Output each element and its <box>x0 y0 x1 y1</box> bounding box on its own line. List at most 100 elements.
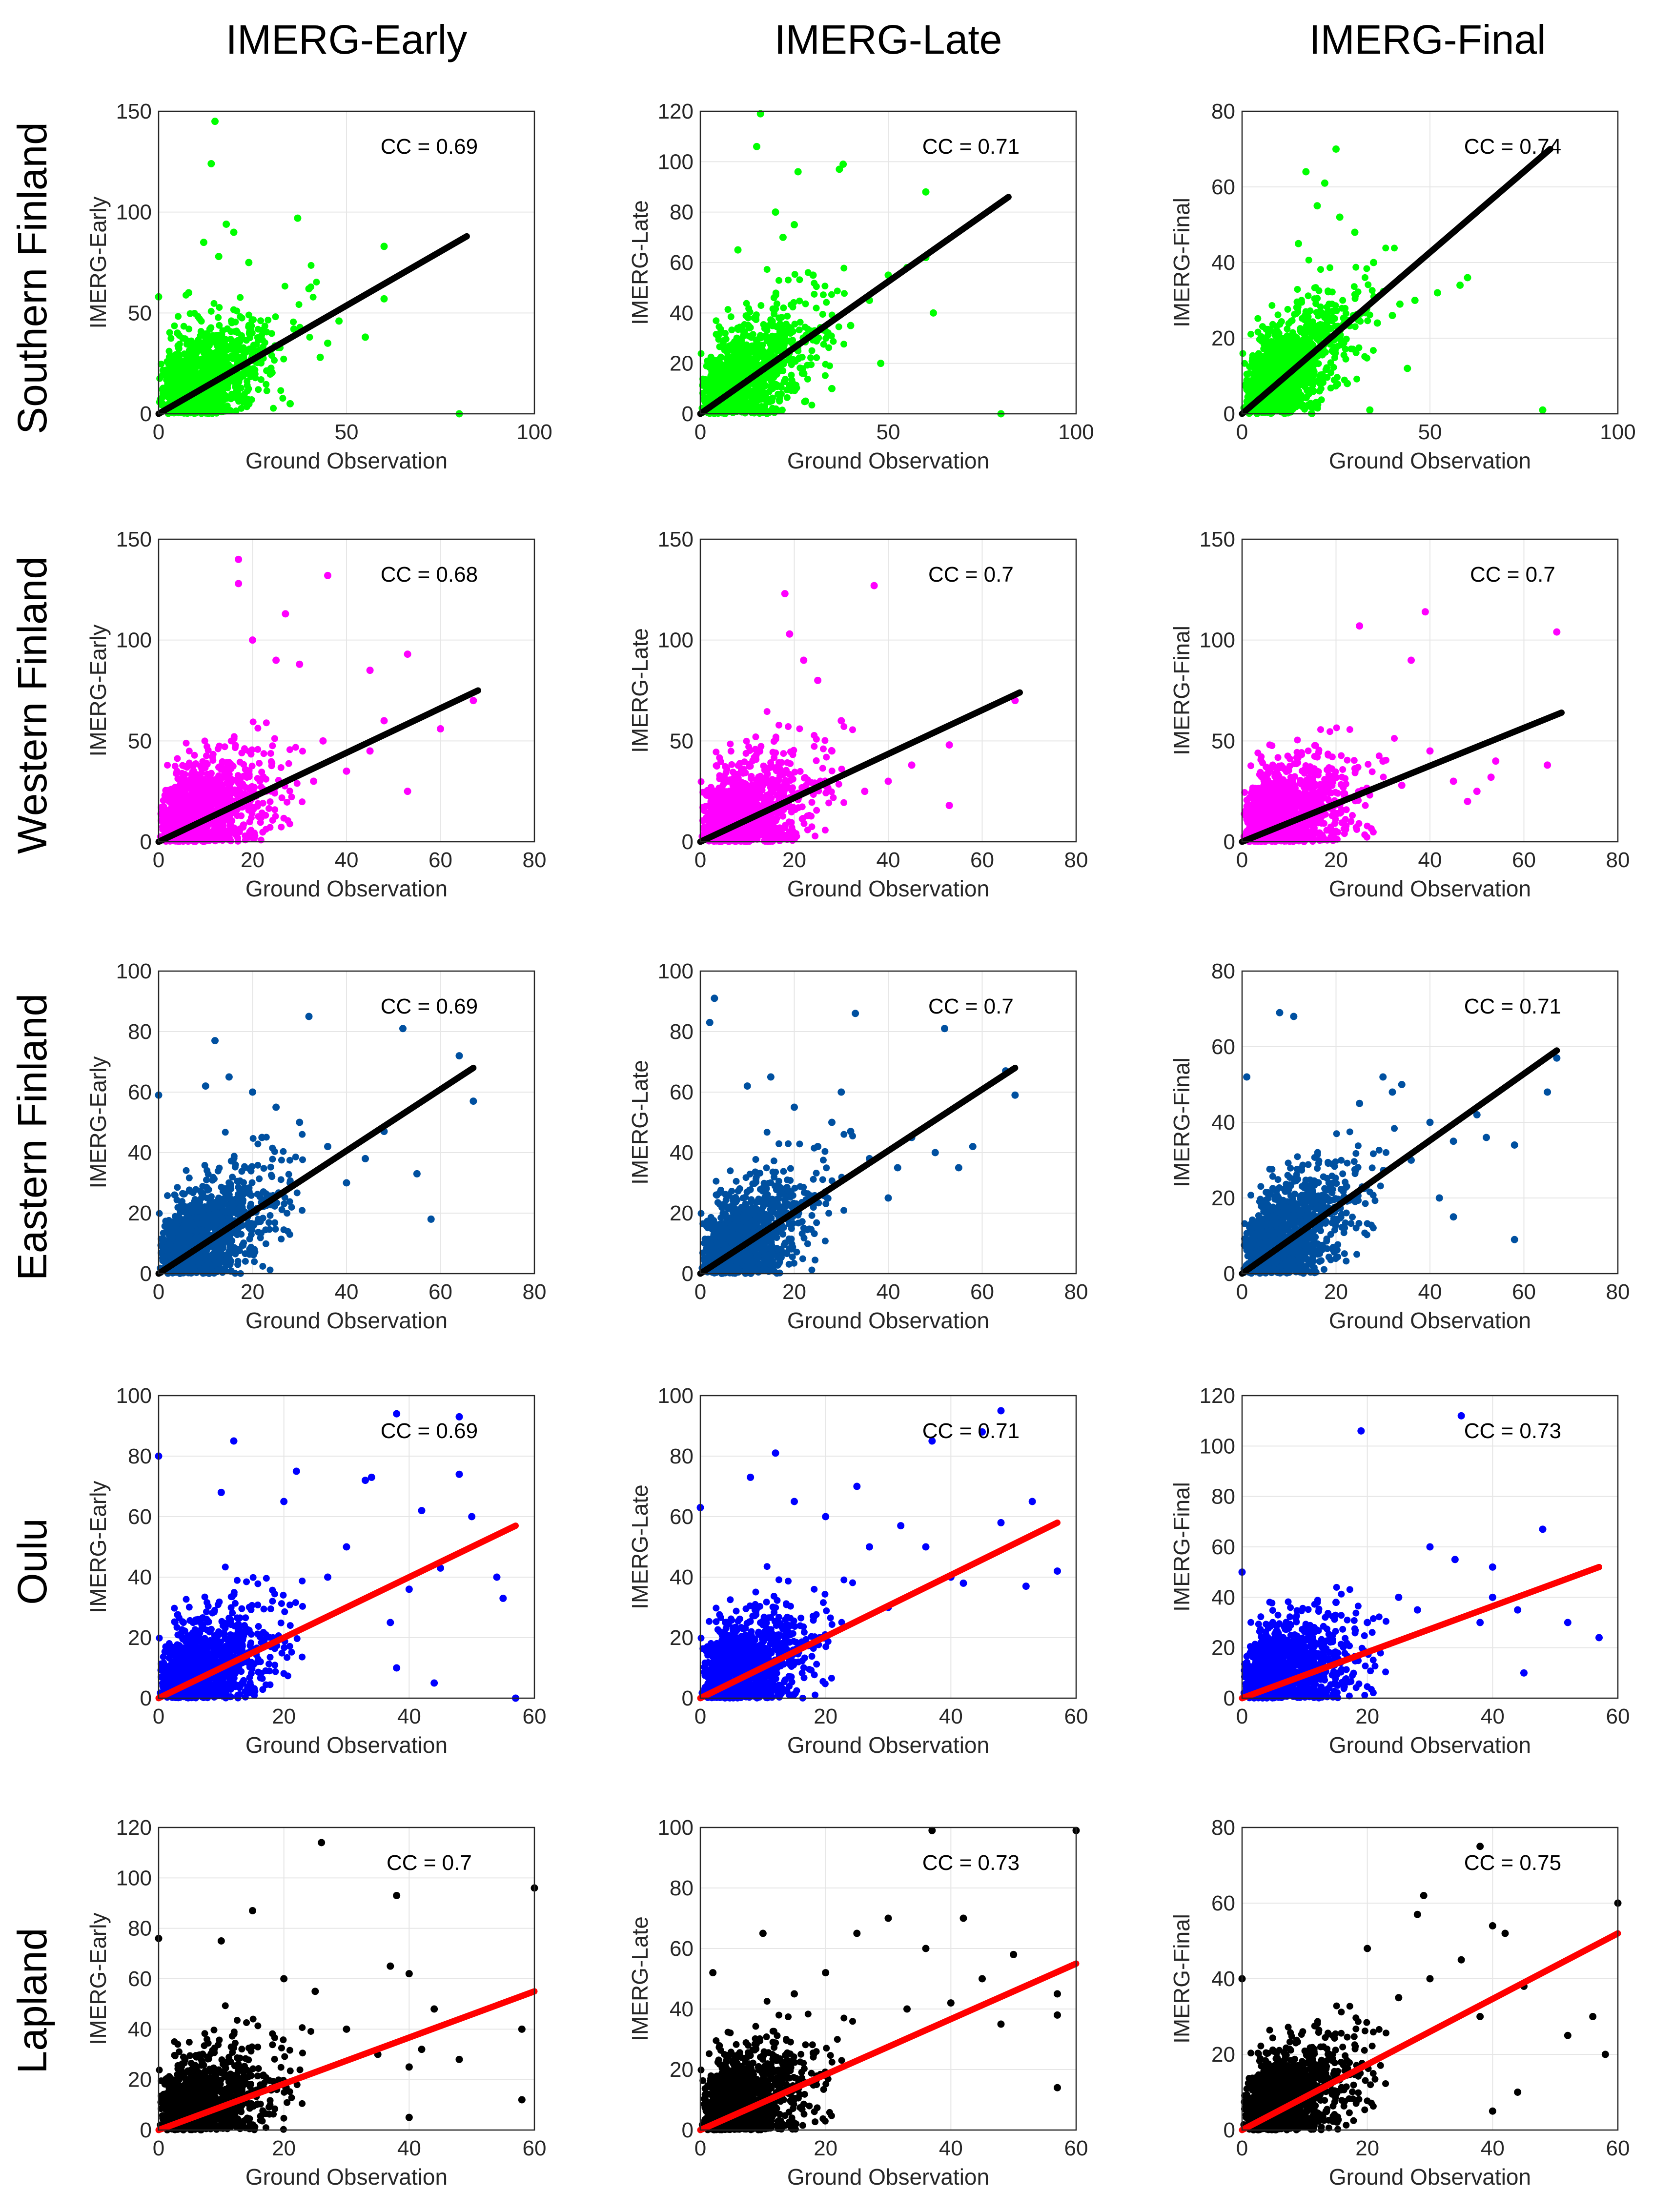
scatter-point <box>1309 365 1317 373</box>
scatter-point <box>216 322 223 329</box>
scatter-point <box>751 354 758 362</box>
scatter-point <box>227 336 234 343</box>
scatter-point <box>802 300 809 307</box>
scatter-point <box>732 403 739 410</box>
scatter-point <box>1322 366 1329 373</box>
scatter-point <box>183 367 190 374</box>
scatter-point <box>1353 375 1361 383</box>
scatter-point <box>196 374 204 381</box>
scatter-point <box>796 365 804 372</box>
scatter-point <box>213 795 220 802</box>
scatter-point <box>1271 355 1279 363</box>
scatter-point <box>277 387 285 394</box>
scatter-point <box>1304 323 1311 330</box>
scatter-point <box>310 777 318 785</box>
scatter-point <box>469 697 477 705</box>
scatter-point <box>286 820 293 828</box>
scatter-point <box>160 806 167 813</box>
scatter-point <box>249 316 256 324</box>
scatter-point <box>245 323 252 330</box>
x-tick-label: 0 <box>153 848 164 872</box>
scatter-point <box>1302 344 1309 351</box>
scatter-point <box>724 348 731 355</box>
x-tick-label: 100 <box>1600 420 1635 444</box>
scatter-point <box>772 291 779 299</box>
scatter-point <box>1271 373 1278 381</box>
scatter-point <box>183 778 190 785</box>
scatter-point <box>769 374 776 381</box>
scatter-point <box>813 354 820 361</box>
scatter-point <box>299 748 306 755</box>
scatter-point <box>1294 371 1302 379</box>
scatter-point <box>1282 354 1289 361</box>
y-tick-label: 60 <box>670 251 694 275</box>
scatter-point <box>821 283 829 290</box>
scatter-point <box>1340 351 1347 359</box>
scatter-point <box>185 325 193 333</box>
scatter-point <box>279 395 286 402</box>
scatter-point <box>202 764 209 771</box>
scatter-point <box>1295 348 1302 355</box>
scatter-point <box>1254 382 1262 389</box>
scatter-point <box>1351 323 1359 330</box>
scatter-point <box>174 375 182 383</box>
scatter-point <box>257 836 265 844</box>
scatter-point <box>1254 328 1262 336</box>
scatter-point <box>208 370 215 378</box>
scatter-point <box>738 407 746 414</box>
scatter-point <box>757 396 765 403</box>
scatter-point <box>257 819 264 826</box>
scatter-point <box>335 317 343 325</box>
scatter-point <box>222 336 229 343</box>
scatter-point <box>721 329 729 337</box>
scatter-point <box>187 810 195 817</box>
scatter-point <box>159 400 166 407</box>
scatter-point <box>290 325 298 333</box>
scatter-point <box>205 791 212 798</box>
scatter-point <box>1382 244 1389 252</box>
scatter-point <box>796 768 804 775</box>
scatter-point <box>1349 345 1357 353</box>
scatter-point <box>828 332 835 340</box>
scatter-point <box>807 354 815 362</box>
scatter-point <box>164 762 171 769</box>
scatter-point <box>269 742 276 750</box>
scatter-point <box>1317 266 1324 273</box>
scatter-point <box>237 313 244 320</box>
scatter-point <box>1239 350 1246 357</box>
scatter-point <box>198 395 205 402</box>
scatter-point <box>214 745 222 752</box>
scatter-point <box>294 214 302 222</box>
scatter-point <box>240 821 247 829</box>
scatter-point <box>1290 397 1297 404</box>
scatter-point <box>238 335 245 342</box>
y-tick-label: 50 <box>128 301 152 325</box>
x-tick-label: 0 <box>1236 420 1248 444</box>
scatter-point <box>244 833 251 840</box>
scatter-point <box>742 344 750 351</box>
scatter-point <box>272 313 279 321</box>
scatter-point <box>710 392 717 400</box>
scatter-point <box>819 311 826 318</box>
scatter-point <box>1339 297 1347 304</box>
scatter-point <box>305 285 313 293</box>
scatter-point <box>249 718 257 726</box>
scatter-point <box>821 827 829 834</box>
scatter-point <box>254 325 262 333</box>
scatter-point <box>835 323 842 330</box>
x-tick-label: 50 <box>1418 420 1442 444</box>
y-tick-label: 20 <box>670 352 694 376</box>
scatter-point <box>744 322 752 329</box>
scatter-point <box>778 314 785 321</box>
scatter-point <box>227 317 235 325</box>
scatter-point <box>748 391 755 399</box>
scatter-point <box>751 314 758 322</box>
scatter-point <box>259 336 266 344</box>
scatter-point <box>736 357 743 364</box>
scatter-point <box>165 347 173 355</box>
scatter-point <box>1357 318 1364 325</box>
scatter-point <box>193 780 200 788</box>
y-tick-label: 60 <box>1211 175 1235 199</box>
scatter-point <box>753 142 760 150</box>
